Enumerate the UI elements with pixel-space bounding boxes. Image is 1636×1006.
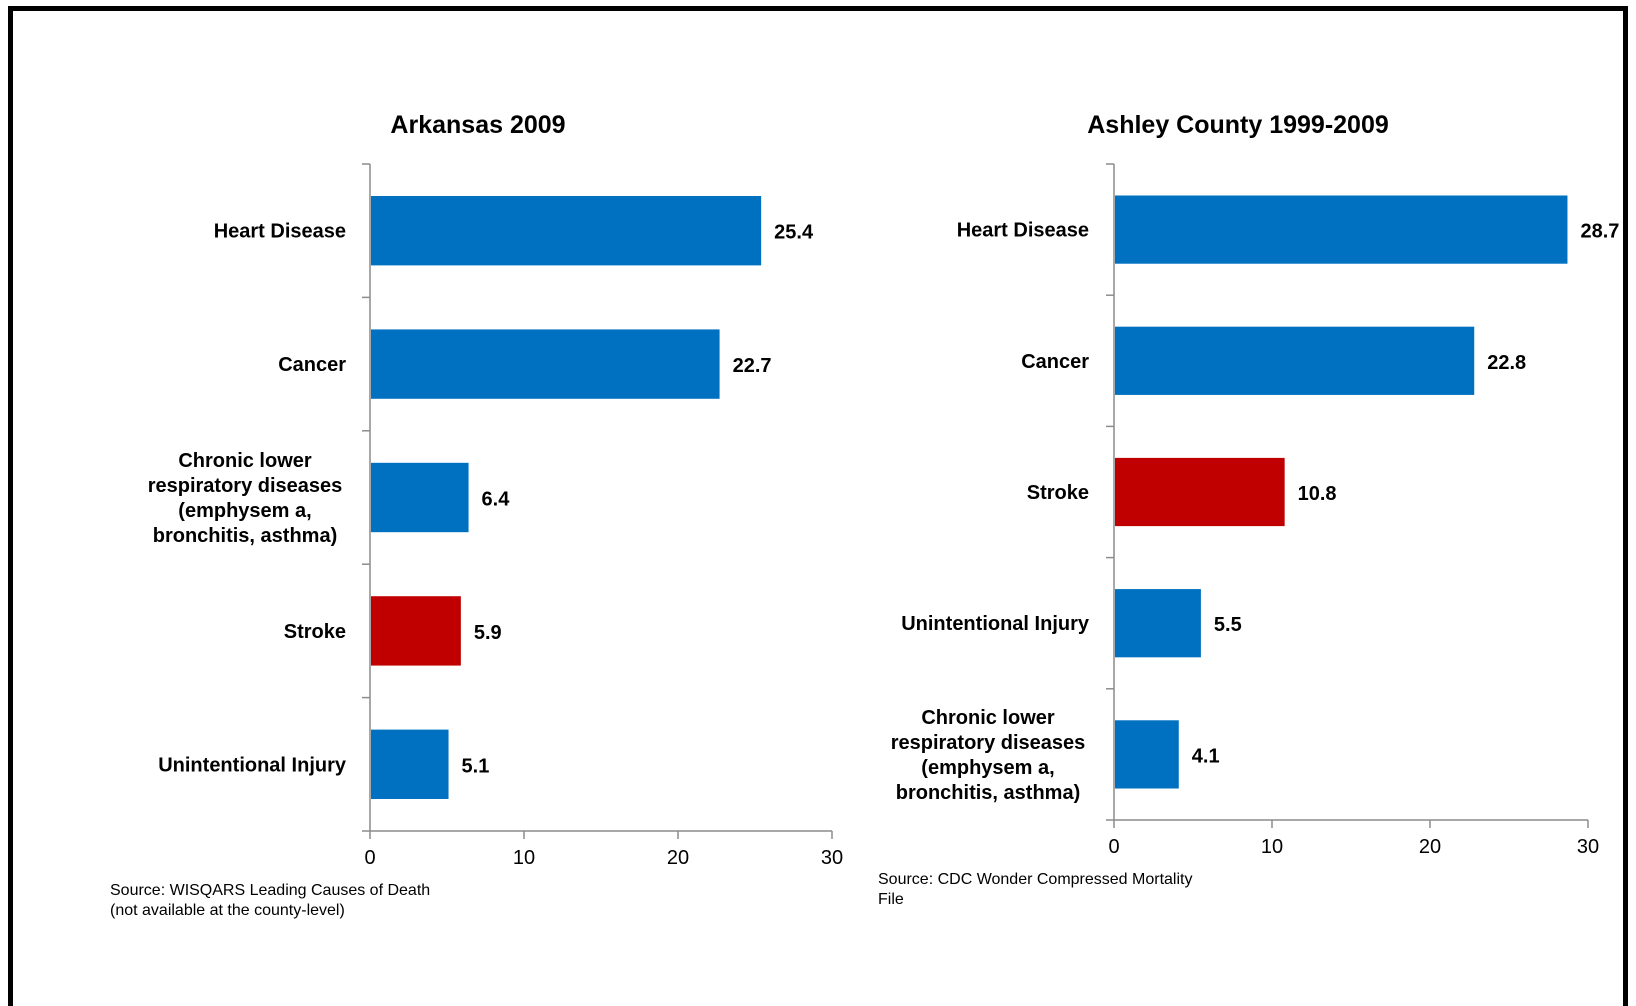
bar	[371, 596, 461, 666]
value-label: 5.1	[462, 755, 490, 777]
category-label: Chronic lower	[921, 707, 1055, 729]
bar	[1115, 589, 1201, 658]
value-label: 5.5	[1214, 614, 1242, 636]
category-label: Stroke	[1027, 482, 1089, 504]
x-tick-label: 10	[1261, 836, 1283, 858]
bar	[371, 196, 762, 266]
category-label: respiratory diseases	[891, 732, 1086, 754]
bar	[1115, 720, 1179, 789]
source-note: Source: CDC Wonder Compressed Mortality	[878, 871, 1192, 888]
x-tick-label: 20	[1419, 836, 1441, 858]
value-label: 5.9	[474, 622, 502, 644]
category-label: (emphysem a,	[178, 500, 311, 522]
chart-title: Arkansas 2009	[390, 111, 565, 139]
bar	[371, 462, 469, 533]
bar	[1115, 326, 1475, 395]
value-label: 28.7	[1580, 221, 1619, 243]
source-note: File	[878, 891, 904, 908]
x-tick-label: 30	[821, 847, 843, 869]
x-tick-label: 0	[364, 847, 375, 869]
value-label: 25.4	[774, 222, 814, 244]
category-label: Chronic lower	[178, 450, 312, 472]
chart-1: Arkansas 2009 0 10 20 30 25.4 Heart Disease 22.…	[110, 111, 843, 919]
bar	[1115, 457, 1285, 527]
chart-title: Ashley County 1999-2009	[1087, 111, 1389, 139]
category-label: respiratory diseases	[148, 475, 343, 497]
x-tick-label: 0	[1108, 836, 1119, 858]
value-label: 22.8	[1487, 352, 1526, 374]
category-label: Heart Disease	[214, 221, 346, 243]
category-label: Unintentional Injury	[901, 613, 1090, 635]
source-note: Source: WISQARS Leading Causes of Death	[110, 882, 430, 899]
value-label: 6.4	[482, 489, 511, 511]
category-label: bronchitis, asthma)	[153, 525, 337, 547]
category-label: Cancer	[278, 354, 346, 376]
bar	[371, 729, 449, 799]
x-tick-label: 20	[667, 847, 689, 869]
category-label: Cancer	[1021, 351, 1089, 373]
category-label: (emphysem a,	[921, 757, 1054, 779]
chart-2: Ashley County 1999-2009 0 10 20 30 28.7 Heart …	[878, 111, 1619, 908]
bar	[1115, 195, 1568, 264]
category-label: Heart Disease	[957, 220, 1089, 242]
category-label: Unintentional Injury	[158, 754, 347, 776]
value-label: 4.1	[1192, 745, 1220, 767]
category-label: bronchitis, asthma)	[896, 782, 1080, 804]
source-note: (not available at the county-level)	[110, 902, 345, 919]
x-tick-label: 30	[1577, 836, 1599, 858]
value-label: 10.8	[1298, 483, 1337, 505]
value-label: 22.7	[733, 355, 772, 377]
category-label: Stroke	[284, 621, 346, 643]
bar	[371, 329, 720, 399]
chart-frame	[8, 6, 1628, 1006]
x-tick-label: 10	[513, 847, 535, 869]
